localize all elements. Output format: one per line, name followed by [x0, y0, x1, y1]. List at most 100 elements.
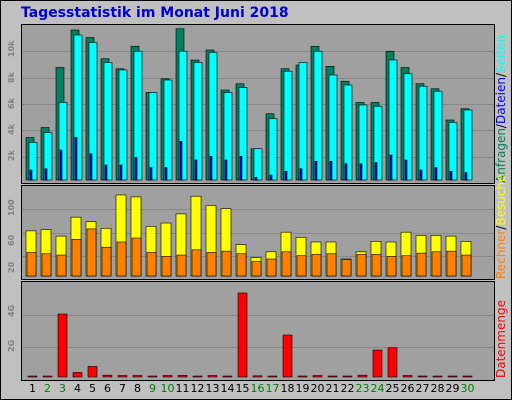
bar-rechner	[341, 259, 352, 277]
bar-datenmenge	[297, 375, 308, 378]
bar-seiten	[359, 163, 363, 181]
day-label: 27	[415, 382, 430, 395]
bar-datenmenge	[147, 375, 158, 378]
day-label: 1	[29, 382, 36, 395]
bar-rechner	[266, 258, 277, 277]
bar-seiten	[44, 168, 48, 181]
bar-dateien	[403, 73, 413, 181]
bar-datenmenge	[117, 375, 128, 378]
chart-requests	[22, 28, 494, 181]
bar-dateien	[343, 84, 353, 181]
bar-seiten	[434, 167, 438, 181]
bar-datenmenge	[387, 347, 398, 378]
bar-rechner	[371, 254, 382, 277]
bar-dateien	[313, 50, 323, 181]
day-label: 8	[134, 382, 141, 395]
day-label: 26	[400, 382, 415, 395]
bar-datenmenge	[267, 375, 278, 378]
bar-datenmenge	[312, 375, 323, 378]
day-label: 12	[190, 382, 205, 395]
bar-dateien	[43, 132, 53, 181]
day-label: 4	[74, 382, 81, 395]
day-label: 16	[250, 382, 265, 395]
tick-label: 4G	[7, 304, 16, 317]
bar-rechner	[386, 256, 397, 277]
bar-rechner	[296, 255, 307, 277]
bar-seiten	[344, 163, 348, 181]
day-label: 3	[59, 382, 66, 395]
bar-datenmenge	[192, 375, 203, 378]
bar-dateien	[223, 92, 233, 181]
bar-rechner	[281, 251, 292, 277]
bar-datenmenge	[417, 375, 428, 378]
day-label: 14	[220, 382, 235, 395]
bar-rechner	[446, 250, 457, 277]
bar-dateien	[418, 85, 428, 181]
panel-traffic	[21, 281, 495, 381]
bar-seiten	[224, 159, 228, 181]
legend-item: Rechner	[494, 229, 508, 279]
bar-rechner	[206, 252, 217, 277]
day-label: 2	[44, 382, 51, 395]
bar-seiten	[119, 164, 123, 181]
day-label: 25	[385, 382, 400, 395]
bar-datenmenge	[72, 372, 83, 378]
bar-rechner	[401, 255, 412, 277]
bar-seiten	[134, 157, 138, 181]
bar-rechner	[146, 252, 157, 277]
day-label: 13	[205, 382, 220, 395]
legend-requests: Anfragen/Dateien/Seiten	[494, 35, 508, 183]
bar-rechner	[71, 239, 82, 277]
bar-seiten	[239, 155, 243, 181]
day-label: 15	[235, 382, 250, 395]
bar-seiten	[254, 177, 258, 181]
bar-dateien	[163, 79, 173, 181]
bar-dateien	[73, 34, 83, 181]
bar-rechner	[56, 254, 67, 277]
bar-seiten	[389, 154, 393, 181]
chart-visits	[22, 194, 494, 277]
bar-datenmenge	[252, 375, 263, 378]
legend-separator: /	[494, 225, 508, 230]
bar-dateien	[148, 92, 158, 181]
legend-item: Datenmenge	[494, 300, 508, 378]
tick-label: 10k	[7, 40, 16, 57]
bar-dateien	[28, 142, 38, 181]
day-label: 11	[175, 382, 190, 395]
bar-dateien	[178, 50, 188, 181]
bar-datenmenge	[237, 292, 248, 378]
bar-rechner	[326, 253, 337, 277]
bar-datenmenge	[462, 375, 473, 378]
bar-dateien	[463, 109, 473, 181]
bar-rechner	[311, 254, 322, 277]
legend-item: Seiten	[494, 34, 508, 73]
bar-seiten	[59, 149, 63, 181]
legend-traffic: Datenmenge	[494, 300, 508, 378]
bar-dateien	[373, 105, 383, 181]
chart-traffic	[22, 292, 494, 378]
tick-label: 60	[7, 234, 16, 246]
day-label: 24	[370, 382, 385, 395]
legend-visits: Rechner/Besuche	[494, 175, 508, 279]
legend-separator: /	[494, 72, 508, 77]
bar-seiten	[269, 174, 273, 181]
legend-separator: /	[494, 124, 508, 129]
bar-seiten	[329, 160, 333, 181]
day-label: 23	[355, 382, 370, 395]
bar-dateien	[298, 62, 308, 181]
bar-rechner	[176, 254, 187, 277]
bar-datenmenge	[27, 375, 38, 378]
bar-datenmenge	[102, 374, 113, 378]
bar-seiten	[29, 169, 33, 181]
bar-rechner	[236, 253, 247, 277]
day-label: 7	[119, 382, 126, 395]
tick-label: 8k	[7, 72, 16, 83]
bar-seiten	[299, 168, 303, 181]
bar-seiten	[74, 137, 78, 181]
bar-datenmenge	[177, 375, 188, 378]
bar-seiten	[89, 153, 93, 181]
bar-rechner	[101, 246, 112, 277]
bar-dateien	[118, 69, 128, 181]
bar-seiten	[194, 159, 198, 181]
day-label: 18	[280, 382, 295, 395]
